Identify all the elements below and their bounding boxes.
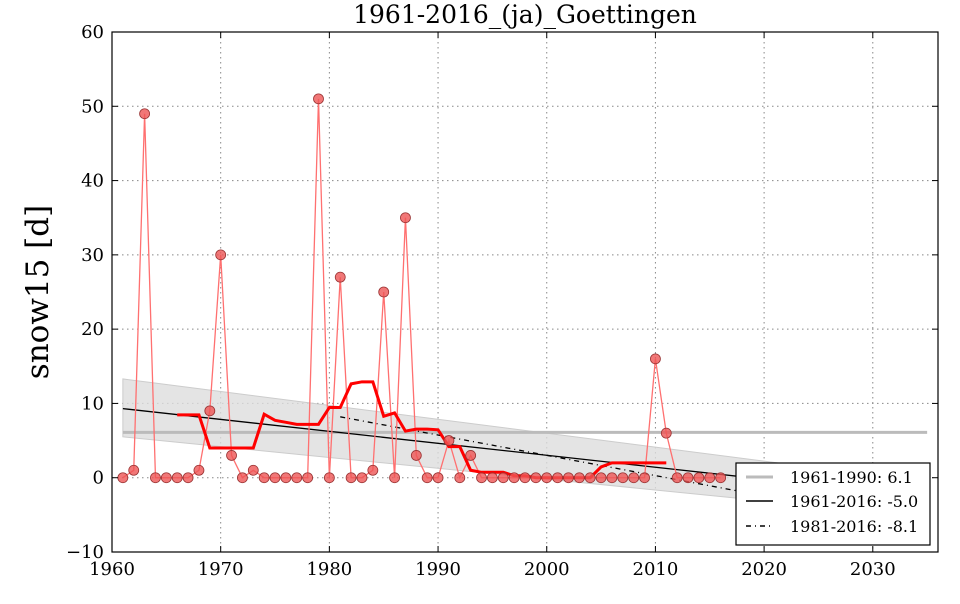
data-point xyxy=(356,472,368,484)
data-point xyxy=(639,472,650,484)
data-point xyxy=(182,472,194,484)
legend: 1961-1990: 6.1 1961-2016: -5.0 1981-2016… xyxy=(735,462,931,546)
y-tick-label: 40 xyxy=(81,171,104,192)
y-tick-label: 30 xyxy=(81,245,104,266)
legend-label-trend-1981: 1981-2016: -8.1 xyxy=(790,517,918,536)
x-tick-label: 2020 xyxy=(741,559,787,580)
y-tick-label: 0 xyxy=(93,468,104,489)
data-point xyxy=(215,249,227,261)
data-point xyxy=(454,472,466,484)
data-point xyxy=(508,472,520,484)
data-point xyxy=(606,472,618,484)
data-point xyxy=(617,472,629,484)
data-point xyxy=(552,472,564,484)
data-point xyxy=(291,472,303,484)
data-point xyxy=(128,464,140,476)
data-point xyxy=(323,472,335,484)
x-tick-label: 2010 xyxy=(633,559,679,580)
data-point xyxy=(421,472,433,484)
data-point xyxy=(302,472,314,484)
y-tick-label: 20 xyxy=(81,319,104,340)
data-point xyxy=(367,464,379,476)
data-point xyxy=(389,472,400,484)
chart-title: 1961-2016_(ja)_Goettingen xyxy=(353,0,697,29)
data-point xyxy=(193,464,205,476)
x-tick-label: 2000 xyxy=(524,559,570,580)
data-point xyxy=(432,472,444,484)
data-point xyxy=(410,450,422,461)
data-point xyxy=(671,472,683,484)
legend-label-reference: 1961-1990: 6.1 xyxy=(790,468,913,487)
data-point xyxy=(530,472,542,484)
data-point xyxy=(313,93,324,105)
data-series xyxy=(117,93,727,484)
plot-frame xyxy=(111,31,939,553)
running-mean-line xyxy=(177,380,667,480)
y-axis-label: snow15 [d] xyxy=(20,205,56,379)
data-point xyxy=(160,472,172,484)
data-point xyxy=(476,472,487,484)
data-point xyxy=(682,472,694,484)
data-point xyxy=(237,472,248,484)
y-tick-label: −10 xyxy=(66,542,104,563)
data-point xyxy=(247,464,259,476)
x-tick-label: 1990 xyxy=(415,559,461,580)
trend-line-1981-2016 xyxy=(340,416,928,527)
axis-ticks: 1960 1970 1980 1990 2000 2010 2020 2030−1001020… xyxy=(66,22,938,580)
y-tick-label: 60 xyxy=(81,22,104,43)
data-point xyxy=(660,427,672,439)
data-point xyxy=(171,472,183,484)
data-point xyxy=(693,472,705,484)
legend-label-trend-1961: 1961-2016: -5.0 xyxy=(790,492,918,511)
data-point xyxy=(573,472,585,484)
data-point xyxy=(497,472,509,484)
data-point xyxy=(595,472,607,484)
data-point xyxy=(465,450,477,461)
x-tick-label: 2030 xyxy=(850,559,896,580)
data-point xyxy=(139,108,151,120)
data-point xyxy=(345,472,357,484)
data-point xyxy=(650,353,661,365)
data-point xyxy=(715,472,727,484)
y-tick-label: 50 xyxy=(81,96,104,117)
x-tick-label: 1960 xyxy=(89,559,135,580)
data-point xyxy=(334,271,346,283)
data-point xyxy=(628,472,640,484)
data-point xyxy=(400,212,411,224)
data-point xyxy=(204,405,216,417)
data-point xyxy=(541,472,553,484)
data-point xyxy=(563,472,574,484)
data-point xyxy=(280,472,292,484)
x-tick-label: 1970 xyxy=(198,559,244,580)
data-point xyxy=(486,472,498,484)
data-point xyxy=(258,472,270,484)
x-tick-label: 1980 xyxy=(306,559,352,580)
data-point xyxy=(378,286,390,298)
data-point xyxy=(704,472,716,484)
data-point xyxy=(584,472,596,484)
y-tick-label: 10 xyxy=(81,393,104,414)
data-point xyxy=(150,472,161,484)
data-point xyxy=(226,450,237,461)
data-point xyxy=(443,435,455,446)
data-point xyxy=(117,472,129,484)
data-point xyxy=(269,472,281,484)
data-point xyxy=(519,472,531,484)
